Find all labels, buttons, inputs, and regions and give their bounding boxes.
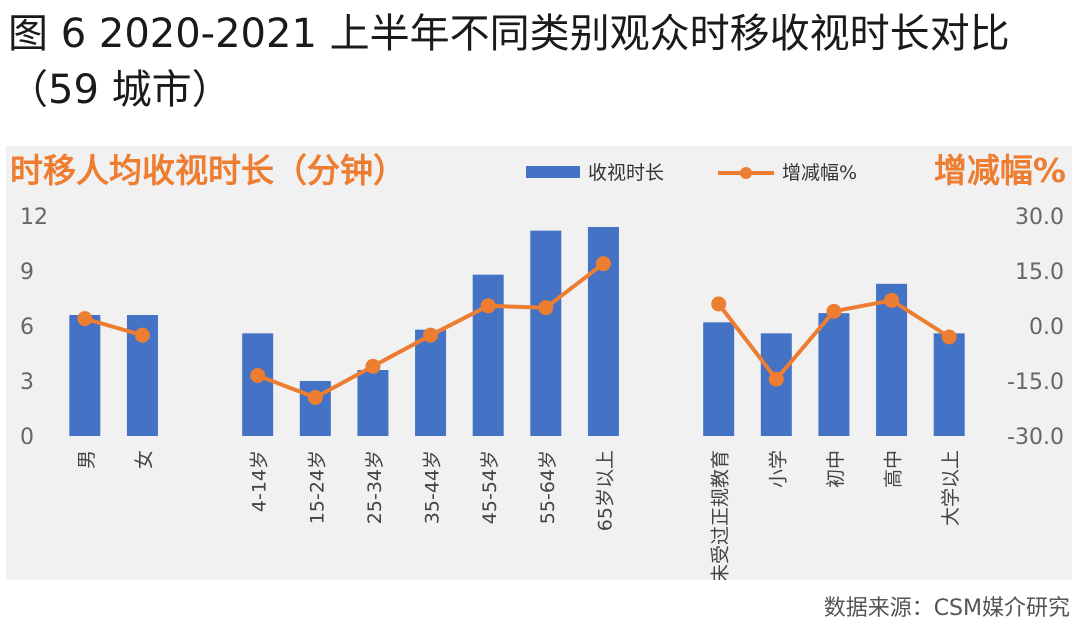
right-axis-title: 增减幅% (934, 151, 1066, 190)
x-labels-group: 男 女 4-14岁 15-24岁 25-34岁 35-44岁 45-54岁 55-64岁 65岁… (76, 450, 962, 583)
line-marker (595, 256, 611, 272)
line-marker (77, 311, 93, 327)
line-marker (826, 303, 842, 319)
y-right-tick-label: 0.0 (1029, 315, 1064, 340)
line-marker (538, 300, 554, 316)
x-tick-label: 15-24岁 (306, 450, 328, 524)
x-tick-label: 未受过正规教育 (710, 450, 732, 580)
left-axis-title: 时移人均收视时长（分钟） (10, 151, 406, 190)
bar (415, 329, 447, 436)
y-right-tick-label: -30.0 (1007, 425, 1064, 450)
x-tick-label: 高中 (883, 450, 905, 488)
line-marker (480, 298, 496, 314)
x-tick-label: 4-14岁 (249, 450, 271, 512)
line-marker (307, 390, 323, 405)
x-tick-label: 初中 (825, 450, 847, 488)
bar (530, 230, 562, 436)
x-tick-label: 大学以上 (940, 450, 962, 526)
x-tick-label: 25-34岁 (364, 450, 386, 524)
x-tick-label: 35-44岁 (422, 450, 444, 524)
axes-group: 0 3 6 9 12 -30.0 -15.0 0.0 15.0 30.0 (20, 205, 1064, 450)
line-marker (423, 327, 439, 343)
x-tick-label: 55-64岁 (537, 450, 559, 524)
chart-panel: 时移人均收视时长（分钟） 收视时长 增减幅% 增减幅% 0 3 6 9 12 -30.0 -… (6, 146, 1072, 583)
bars-group (69, 227, 965, 436)
line-marker (711, 296, 727, 312)
y-left-tick-label: 0 (20, 425, 34, 450)
line-marker (884, 292, 900, 308)
x-tick-label: 45-54岁 (479, 450, 501, 524)
line-marker (768, 371, 784, 387)
line-marker (250, 368, 266, 383)
legend-bar-label: 收视时长 (588, 162, 664, 184)
legend-bar-swatch (526, 166, 580, 178)
y-right-tick-label: 30.0 (1015, 205, 1064, 230)
bar (357, 370, 389, 436)
x-tick-label: 男 (76, 450, 98, 469)
bar (69, 315, 101, 436)
legend-line-label: 增减幅% (782, 162, 857, 184)
bar (703, 322, 735, 436)
x-tick-label: 65岁以上 (594, 450, 616, 531)
y-left-tick-label: 6 (20, 315, 34, 340)
y-right-tick-label: 15.0 (1015, 260, 1064, 285)
bar (299, 381, 331, 436)
line-group (77, 256, 957, 405)
bar (933, 333, 965, 436)
y-left-tick-label: 3 (20, 370, 34, 395)
legend-line-marker (740, 167, 752, 179)
y-left-tick-label: 12 (20, 205, 48, 230)
chart-header: 时移人均收视时长（分钟） 收视时长 增减幅% 增减幅% (10, 151, 1066, 190)
x-tick-label: 小学 (767, 450, 789, 488)
line-marker (134, 327, 150, 343)
line-series (84, 316, 143, 338)
bar (818, 313, 850, 436)
chart-svg: 时移人均收视时长（分钟） 收视时长 增减幅% 增减幅% 0 3 6 9 12 -30.0 -… (10, 151, 1066, 583)
source-note: 数据来源：CSM媒介研究 (823, 596, 1070, 621)
y-left-tick-label: 9 (20, 260, 34, 285)
bar (242, 333, 274, 436)
figure-title: 图 6 2020-2021 上半年不同类别观众时移收视时长对比（59 城市） (8, 11, 1010, 113)
line-marker (365, 358, 381, 374)
x-tick-label: 女 (133, 450, 155, 469)
y-right-tick-label: -15.0 (1007, 370, 1064, 395)
line-marker (941, 329, 957, 345)
